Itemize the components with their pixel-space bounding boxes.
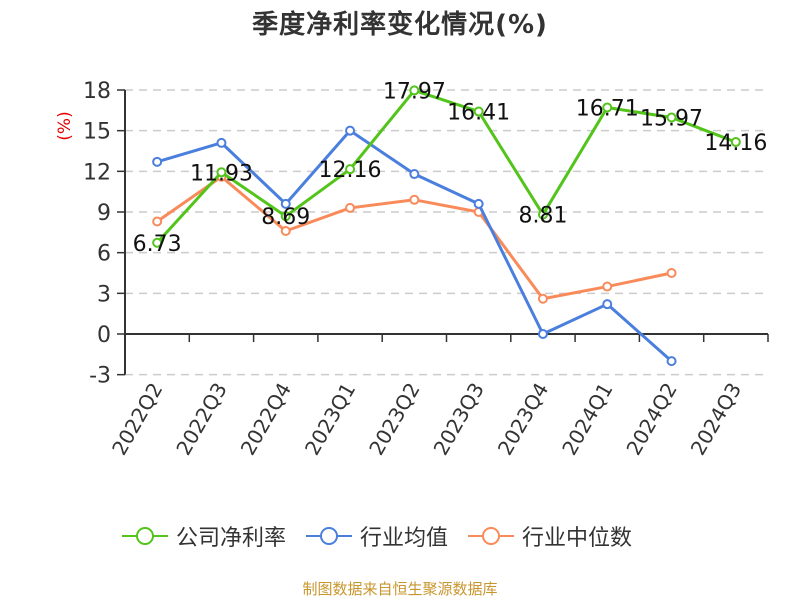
data-point[interactable]: [345, 125, 356, 136]
data-point[interactable]: [473, 106, 484, 117]
data-point[interactable]: [409, 85, 420, 96]
chart-title: 季度净利率变化情况(%): [252, 10, 548, 40]
y-tick-label: 15: [83, 120, 111, 145]
y-tick-label: 0: [97, 323, 111, 348]
data-point[interactable]: [602, 299, 613, 310]
data-point[interactable]: [216, 137, 227, 148]
legend-line-circle-icon: [306, 527, 353, 545]
y-tick-label: 12: [83, 160, 111, 185]
x-tick-label: 2024Q3: [686, 379, 746, 460]
data-label: 8.69: [261, 205, 310, 230]
axes: [124, 90, 769, 375]
data-label: 16.41: [447, 101, 510, 126]
data-point[interactable]: [152, 156, 163, 167]
data-point[interactable]: [409, 169, 420, 180]
data-point[interactable]: [345, 164, 356, 175]
data-point[interactable]: [537, 209, 548, 220]
data-point[interactable]: [409, 194, 420, 205]
data-point[interactable]: [730, 137, 741, 148]
data-point[interactable]: [280, 225, 291, 236]
series-2[interactable]: [152, 171, 677, 304]
x-tick-label: 2023Q2: [364, 379, 424, 460]
y-axis-labels: -3 0 3 6 9 12 15 18: [83, 79, 111, 389]
data-point[interactable]: [152, 216, 163, 227]
legend-line-circle-icon: [468, 527, 515, 545]
legend-line-circle-icon: [122, 527, 168, 545]
series-0[interactable]: [152, 85, 741, 248]
x-tick-label: 2023Q1: [300, 379, 360, 460]
source-note: 制图数据来自恒生聚源数据库: [302, 580, 498, 598]
series-1[interactable]: [152, 125, 677, 367]
gridlines: [117, 89, 768, 376]
legend-label: 公司净利率: [176, 526, 287, 551]
y-tick-label: 6: [97, 242, 111, 267]
data-point[interactable]: [537, 329, 548, 339]
x-tick-label: 2022Q4: [236, 379, 296, 460]
x-tick-label: 2024Q2: [621, 379, 681, 460]
data-label: 11.93: [190, 161, 253, 186]
x-tick-label: 2023Q3: [429, 379, 489, 460]
data-point[interactable]: [152, 237, 163, 248]
series-lines[interactable]: [152, 85, 741, 367]
x-tick-label: 2022Q2: [107, 379, 167, 460]
x-tick-label: 2022Q3: [171, 379, 231, 460]
x-tick-label: 2024Q1: [557, 379, 617, 460]
y-axis-unit-label: (%): [55, 111, 75, 140]
data-point[interactable]: [537, 293, 548, 304]
y-tick-label: 18: [83, 79, 111, 104]
data-point[interactable]: [473, 198, 484, 209]
y-tick-label: -3: [89, 364, 111, 389]
data-label: 17.97: [383, 79, 446, 104]
x-axis-labels: 2022Q2 2022Q3 2022Q4 2023Q1 2023Q2 2023Q3 2023…: [107, 379, 746, 460]
data-point[interactable]: [280, 211, 291, 222]
data-label: 6.73: [133, 232, 182, 257]
legend-label: 行业中位数: [522, 526, 633, 551]
y-tick-label: 9: [97, 201, 111, 226]
data-point[interactable]: [280, 198, 291, 209]
data-point[interactable]: [602, 102, 613, 113]
data-point[interactable]: [345, 202, 356, 213]
data-point[interactable]: [216, 167, 227, 178]
data-point[interactable]: [666, 356, 677, 367]
y-tick-label: 3: [97, 282, 111, 307]
series-line[interactable]: [156, 88, 737, 244]
data-label: 12.16: [319, 158, 382, 183]
data-point[interactable]: [666, 268, 677, 278]
data-label: 8.81: [518, 204, 567, 229]
data-point[interactable]: [602, 281, 613, 292]
data-label: 15.97: [640, 107, 703, 132]
legend-item-industry-mean[interactable]: 行业均值: [304, 520, 448, 552]
x-tick-label: 2023Q4: [493, 379, 553, 460]
legend-item-industry-median[interactable]: 行业中位数: [466, 520, 632, 552]
legend-label: 行业均值: [360, 526, 449, 551]
data-label: 14.16: [704, 131, 767, 156]
legend: 公司净利率 行业均值 行业中位数: [120, 520, 632, 552]
data-point[interactable]: [666, 112, 677, 123]
legend-item-company-net-margin[interactable]: 公司净利率: [120, 520, 286, 552]
data-label: 16.71: [576, 96, 639, 121]
